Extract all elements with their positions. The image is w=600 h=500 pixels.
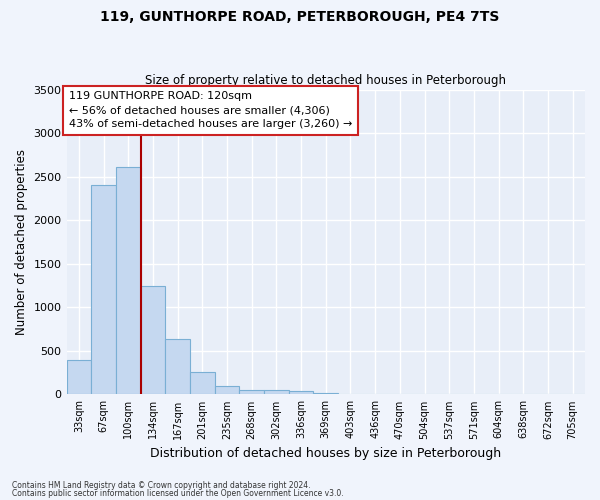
- Bar: [67, 360, 91, 394]
- Bar: [140, 286, 165, 395]
- Text: 119, GUNTHORPE ROAD, PETERBOROUGH, PE4 7TS: 119, GUNTHORPE ROAD, PETERBOROUGH, PE4 7…: [100, 10, 500, 24]
- Bar: [215, 386, 239, 394]
- Bar: [313, 392, 338, 394]
- Bar: [165, 338, 190, 394]
- Y-axis label: Number of detached properties: Number of detached properties: [15, 149, 28, 335]
- Bar: [116, 167, 140, 394]
- Text: 119 GUNTHORPE ROAD: 120sqm
← 56% of detached houses are smaller (4,306)
43% of s: 119 GUNTHORPE ROAD: 120sqm ← 56% of deta…: [69, 92, 352, 130]
- Bar: [190, 372, 215, 394]
- Text: Contains public sector information licensed under the Open Government Licence v3: Contains public sector information licen…: [12, 488, 344, 498]
- Bar: [239, 390, 264, 394]
- Text: Contains HM Land Registry data © Crown copyright and database right 2024.: Contains HM Land Registry data © Crown c…: [12, 481, 311, 490]
- X-axis label: Distribution of detached houses by size in Peterborough: Distribution of detached houses by size …: [150, 447, 502, 460]
- Bar: [264, 390, 289, 394]
- Bar: [91, 186, 116, 394]
- Bar: [289, 392, 313, 394]
- Title: Size of property relative to detached houses in Peterborough: Size of property relative to detached ho…: [145, 74, 506, 87]
